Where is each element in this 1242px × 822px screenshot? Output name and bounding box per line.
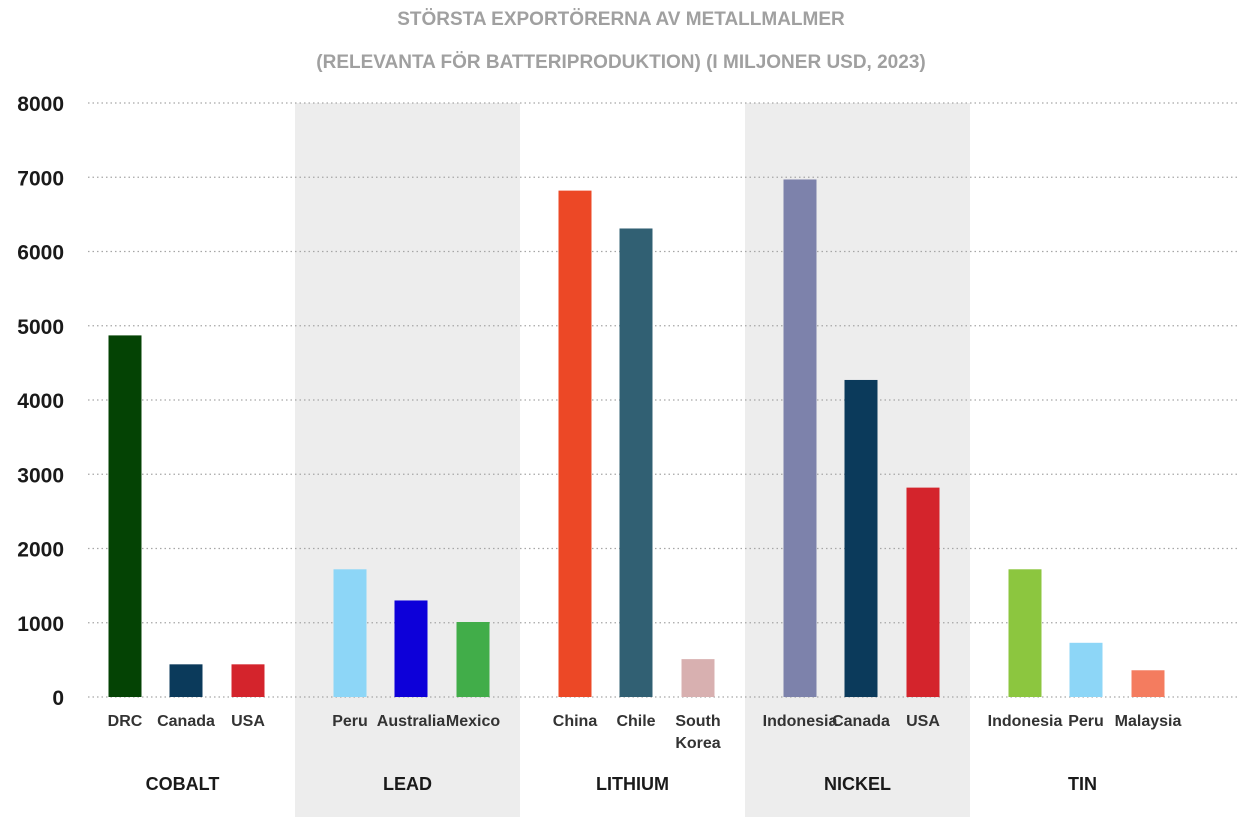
bar bbox=[844, 379, 878, 697]
bar bbox=[169, 664, 203, 697]
x-tick-label: USA bbox=[906, 713, 940, 730]
x-tick-label: Canada bbox=[157, 713, 215, 730]
bar bbox=[619, 228, 653, 698]
y-axis: 0 1000 2000 3000 4000 5000 6000 7000 8000 bbox=[17, 93, 64, 710]
chart-title: STÖRSTA EXPORTÖRERNA AV METALLMALMER (RE… bbox=[316, 9, 925, 73]
x-tick-label: Peru bbox=[332, 713, 368, 730]
x-tick-label: Malaysia bbox=[1115, 713, 1182, 730]
x-tick-label: Chile bbox=[616, 713, 655, 730]
bar bbox=[456, 622, 490, 697]
bar bbox=[333, 569, 367, 697]
bar bbox=[783, 179, 817, 698]
bar bbox=[394, 600, 428, 697]
bar bbox=[108, 335, 142, 697]
y-tick-label: 7000 bbox=[17, 167, 64, 190]
x-tick-label: USA bbox=[231, 713, 265, 730]
x-tick-label: Korea bbox=[675, 735, 720, 752]
chart-title-line-1: STÖRSTA EXPORTÖRERNA AV METALLMALMER bbox=[397, 9, 845, 30]
x-tick-label: Indonesia bbox=[763, 713, 838, 730]
y-tick-label: 8000 bbox=[17, 93, 64, 116]
bars bbox=[108, 179, 1165, 698]
x-tick-label: DRC bbox=[108, 713, 143, 730]
x-tick-label: South bbox=[675, 713, 720, 730]
group-label: COBALT bbox=[146, 774, 220, 794]
x-tick-label: Indonesia bbox=[988, 713, 1063, 730]
y-tick-label: 3000 bbox=[17, 464, 64, 487]
group-label: LITHIUM bbox=[596, 774, 669, 794]
y-tick-label: 6000 bbox=[17, 242, 64, 265]
bar bbox=[906, 487, 940, 697]
bar bbox=[231, 664, 265, 697]
y-tick-label: 2000 bbox=[17, 539, 64, 562]
x-tick-label: Peru bbox=[1068, 713, 1104, 730]
group-labels: COBALT LEAD LITHIUM NICKEL TIN bbox=[146, 774, 1097, 794]
group-band-lead bbox=[295, 103, 520, 817]
bar bbox=[1131, 670, 1165, 697]
gridlines bbox=[88, 102, 1240, 698]
group-label: NICKEL bbox=[824, 774, 891, 794]
group-label: TIN bbox=[1068, 774, 1097, 794]
y-tick-label: 1000 bbox=[17, 613, 64, 636]
bar bbox=[1069, 642, 1103, 697]
x-tick-label: Mexico bbox=[446, 713, 500, 730]
x-tick-label: Canada bbox=[832, 713, 890, 730]
y-tick-label: 0 bbox=[52, 687, 64, 710]
x-tick-label: Australia bbox=[377, 713, 446, 730]
x-tick-label: China bbox=[553, 713, 598, 730]
bar bbox=[1008, 569, 1042, 697]
y-tick-label: 4000 bbox=[17, 390, 64, 413]
group-label: LEAD bbox=[383, 774, 432, 794]
x-axis-labels: DRC Canada USA Peru Australia Mexico China Chil… bbox=[108, 713, 1182, 752]
chart-title-line-2: (RELEVANTA FÖR BATTERIPRODUKTION) (I MIL… bbox=[316, 52, 925, 73]
y-tick-label: 5000 bbox=[17, 316, 64, 339]
bar bbox=[558, 190, 592, 698]
bar bbox=[681, 659, 715, 697]
